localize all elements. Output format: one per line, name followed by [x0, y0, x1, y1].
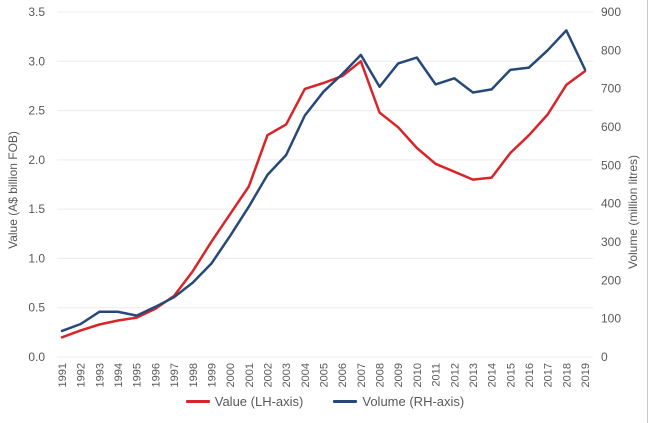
x-tick-label: 2000	[225, 363, 237, 387]
x-tick-label: 2014	[487, 363, 499, 387]
right-tick-label: 0	[601, 350, 608, 364]
x-tick-label: 2003	[281, 363, 293, 387]
x-tick-label: 1998	[188, 363, 200, 387]
x-axis-tick-labels: 1991 1992 1993 1994 1995 1996 1997 1998 1999 2000…	[57, 363, 592, 387]
left-tick-label: 2.0	[28, 153, 45, 167]
x-tick-label: 1996	[150, 363, 162, 387]
left-axis-title: Value (A$ billion FOB)	[6, 131, 20, 249]
x-tick-label: 1995	[132, 363, 144, 387]
left-tick-label: 1.5	[28, 202, 45, 216]
x-tick-label: 1993	[94, 363, 106, 387]
value-line-swatch	[185, 400, 210, 403]
x-tick-label: 2012	[449, 363, 461, 387]
right-axis-tick-labels: 0 100 200 300 400 500 600 700 800 900	[601, 5, 621, 364]
right-tick-label: 200	[601, 273, 621, 287]
right-tick-label: 100	[601, 312, 621, 326]
x-tick-label: 1991	[57, 363, 69, 387]
x-tick-label: 2017	[543, 363, 555, 387]
x-tick-label: 2002	[262, 363, 274, 387]
left-tick-label: 1.0	[28, 251, 45, 265]
right-tick-label: 700	[601, 82, 621, 96]
image-border	[647, 0, 648, 423]
volume-series-line	[60, 29, 587, 333]
x-tick-label: 2006	[337, 363, 349, 387]
legend-item-volume: Volume (RH-axis)	[333, 394, 464, 409]
x-tick-label: 1999	[206, 363, 218, 387]
volume-line-swatch	[333, 400, 358, 403]
x-tick-label: 2008	[375, 363, 387, 387]
right-axis-title: Volume (million litres)	[626, 155, 640, 269]
left-tick-label: 3.5	[28, 5, 45, 19]
x-tick-label: 2015	[505, 363, 517, 387]
chart-legend: Value (LH-axis) Volume (RH-axis)	[0, 394, 650, 409]
x-tick-label: 1994	[113, 363, 125, 387]
left-tick-label: 3.0	[28, 54, 45, 68]
x-tick-label: 2013	[468, 363, 480, 387]
x-tick-label: 2009	[393, 363, 405, 387]
legend-label-value: Value (LH-axis)	[214, 394, 304, 409]
left-tick-label: 2.5	[28, 104, 45, 118]
x-tick-label: 2005	[319, 363, 331, 387]
right-tick-label: 500	[601, 158, 621, 172]
gridlines	[57, 11, 593, 358]
x-tick-label: 2010	[412, 363, 424, 387]
right-tick-label: 600	[601, 120, 621, 134]
right-tick-label: 300	[601, 235, 621, 249]
legend-item-value: Value (LH-axis)	[185, 394, 304, 409]
x-tick-label: 2018	[561, 363, 573, 387]
x-tick-label: 2001	[244, 363, 256, 387]
value-series-line	[60, 60, 587, 339]
x-tick-label: 2019	[580, 363, 592, 387]
right-tick-label: 800	[601, 43, 621, 57]
x-tick-label: 1992	[76, 363, 88, 387]
series-lines	[60, 29, 587, 339]
x-tick-label: 2016	[524, 363, 536, 387]
x-tick-label: 2004	[300, 363, 312, 387]
x-tick-label: 2007	[356, 363, 368, 387]
right-tick-label: 900	[601, 5, 621, 19]
x-tick-label: 1997	[169, 363, 181, 387]
legend-label-volume: Volume (RH-axis)	[362, 394, 465, 409]
left-axis-tick-labels: 0.0 0.5 1.0 1.5 2.0 2.5 3.0 3.5	[28, 5, 45, 364]
left-tick-label: 0.5	[28, 301, 45, 315]
right-tick-label: 400	[601, 197, 621, 211]
x-tick-label: 2011	[431, 363, 443, 387]
left-tick-label: 0.0	[28, 350, 45, 364]
